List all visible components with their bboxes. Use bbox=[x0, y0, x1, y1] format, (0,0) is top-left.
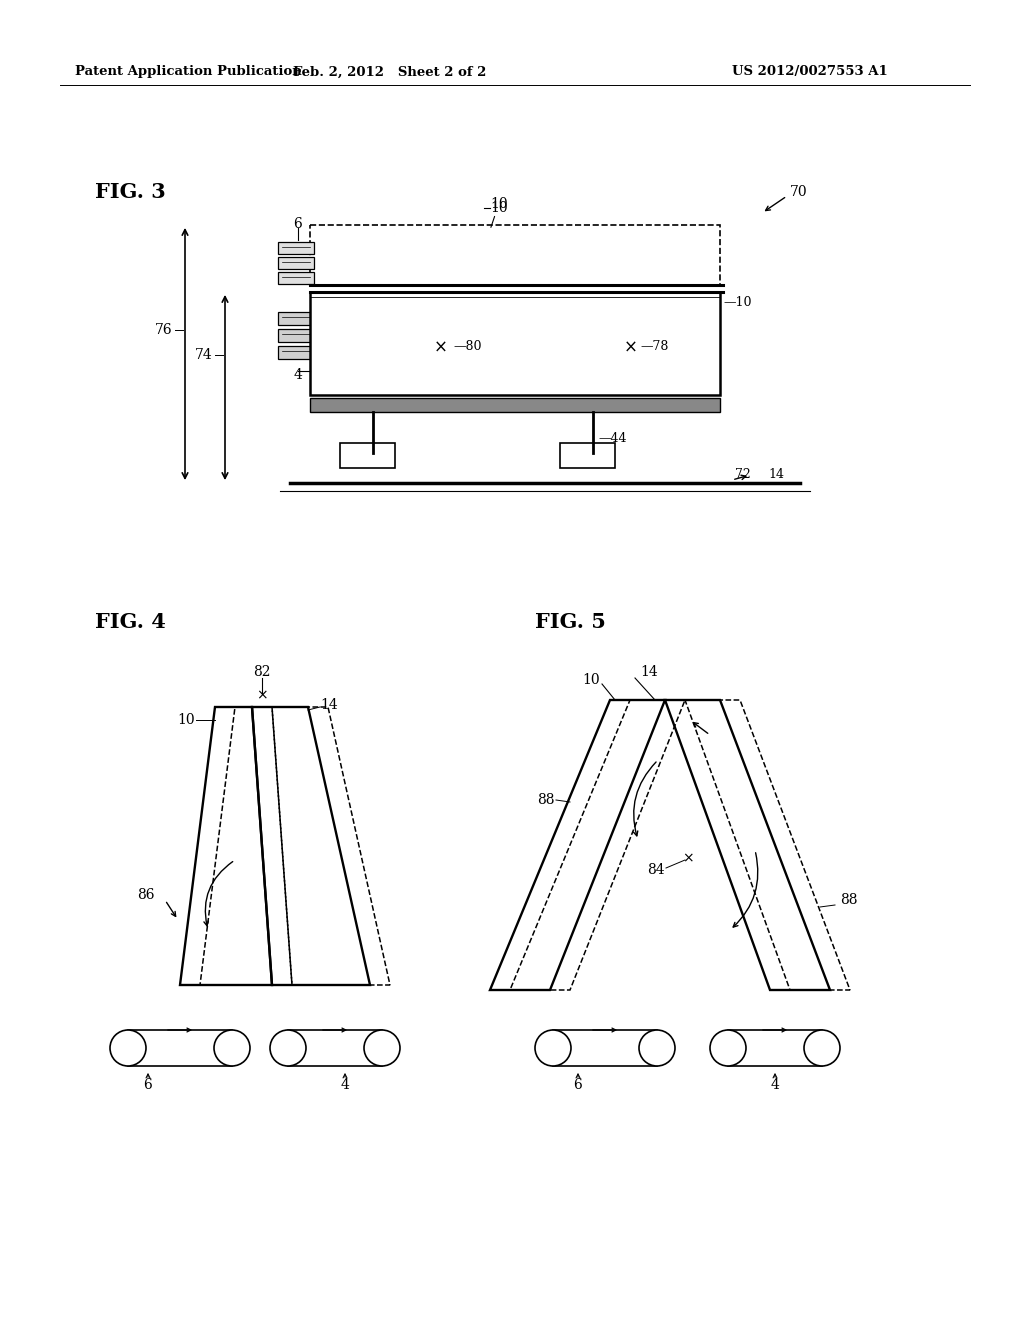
Text: 14: 14 bbox=[640, 665, 657, 678]
Text: 82: 82 bbox=[253, 665, 270, 678]
Text: 74: 74 bbox=[196, 348, 213, 362]
Bar bbox=[278, 329, 314, 342]
Circle shape bbox=[214, 1030, 250, 1067]
Circle shape bbox=[535, 1030, 571, 1067]
Bar bbox=[278, 257, 314, 269]
Text: 88: 88 bbox=[840, 894, 857, 907]
Text: $\times$: $\times$ bbox=[433, 338, 446, 356]
Bar bbox=[310, 399, 720, 412]
Circle shape bbox=[804, 1030, 840, 1067]
Bar bbox=[278, 242, 314, 253]
Text: $\times$: $\times$ bbox=[256, 688, 268, 702]
Text: —78: —78 bbox=[640, 341, 669, 354]
Text: 14: 14 bbox=[768, 469, 784, 482]
Text: 14: 14 bbox=[319, 698, 338, 711]
Text: FIG. 5: FIG. 5 bbox=[535, 612, 606, 632]
Bar bbox=[340, 444, 395, 469]
Text: —80: —80 bbox=[453, 341, 481, 354]
Text: 10: 10 bbox=[177, 713, 195, 727]
Bar bbox=[278, 346, 314, 359]
Text: 86: 86 bbox=[137, 888, 155, 902]
Text: US 2012/0027553 A1: US 2012/0027553 A1 bbox=[732, 66, 888, 78]
Text: —10: —10 bbox=[723, 296, 752, 309]
Circle shape bbox=[364, 1030, 400, 1067]
Text: FIG. 3: FIG. 3 bbox=[95, 182, 166, 202]
Bar bbox=[278, 312, 314, 325]
Text: 6: 6 bbox=[143, 1078, 153, 1092]
Text: 10: 10 bbox=[583, 673, 600, 686]
Text: 84: 84 bbox=[647, 863, 665, 876]
Circle shape bbox=[710, 1030, 746, 1067]
Circle shape bbox=[110, 1030, 146, 1067]
Text: 70: 70 bbox=[790, 185, 808, 199]
Text: FIG. 4: FIG. 4 bbox=[95, 612, 166, 632]
Text: 4: 4 bbox=[294, 368, 302, 381]
Circle shape bbox=[639, 1030, 675, 1067]
Bar bbox=[310, 292, 720, 395]
Text: 88: 88 bbox=[538, 793, 555, 807]
Text: 10: 10 bbox=[490, 201, 508, 215]
Text: Patent Application Publication: Patent Application Publication bbox=[75, 66, 302, 78]
Text: 4: 4 bbox=[341, 1078, 349, 1092]
Text: 6: 6 bbox=[294, 216, 302, 231]
Text: 10: 10 bbox=[490, 197, 508, 227]
Text: 72: 72 bbox=[735, 469, 751, 482]
Text: Feb. 2, 2012   Sheet 2 of 2: Feb. 2, 2012 Sheet 2 of 2 bbox=[293, 66, 486, 78]
Bar bbox=[278, 272, 314, 284]
Text: 76: 76 bbox=[156, 323, 173, 337]
Text: $\times$: $\times$ bbox=[624, 338, 637, 356]
Circle shape bbox=[270, 1030, 306, 1067]
Bar bbox=[560, 444, 615, 469]
Text: 4: 4 bbox=[771, 1078, 779, 1092]
Text: 6: 6 bbox=[573, 1078, 583, 1092]
Text: $\times$: $\times$ bbox=[682, 851, 694, 865]
Text: —44: —44 bbox=[598, 432, 627, 445]
